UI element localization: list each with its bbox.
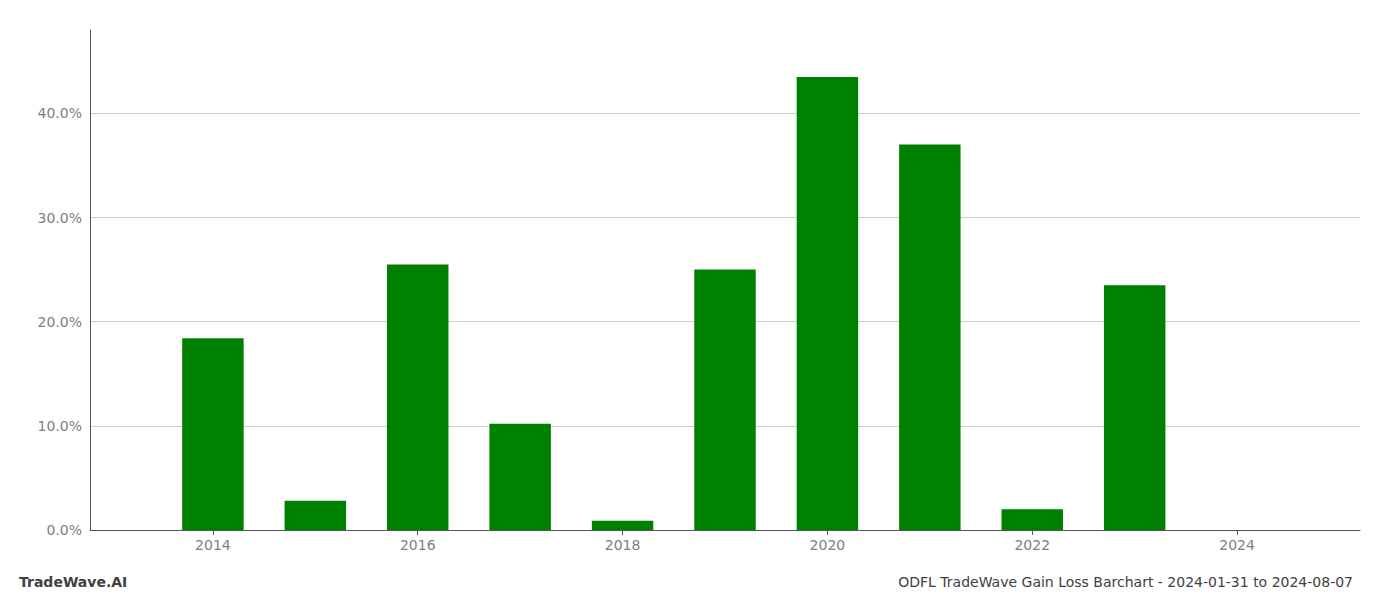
svg-text:20.0%: 20.0% <box>38 314 82 330</box>
svg-text:40.0%: 40.0% <box>38 105 82 121</box>
svg-text:2020: 2020 <box>810 537 846 553</box>
svg-text:2022: 2022 <box>1014 537 1050 553</box>
svg-text:2014: 2014 <box>195 537 231 553</box>
svg-text:10.0%: 10.0% <box>38 418 82 434</box>
svg-text:2016: 2016 <box>400 537 436 553</box>
svg-text:2018: 2018 <box>605 537 641 553</box>
svg-text:2024: 2024 <box>1219 537 1255 553</box>
svg-text:30.0%: 30.0% <box>38 210 82 226</box>
svg-text:0.0%: 0.0% <box>46 522 82 538</box>
svg-text:ODFL TradeWave Gain Loss Barch: ODFL TradeWave Gain Loss Barchart - 2024… <box>898 574 1353 590</box>
svg-text:TradeWave.AI: TradeWave.AI <box>19 574 127 590</box>
